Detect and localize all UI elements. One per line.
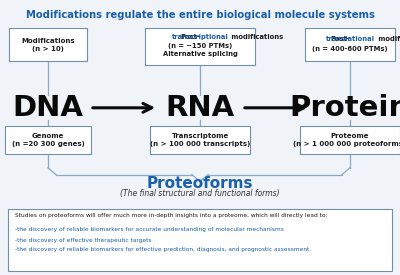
Text: Protein: Protein [290,94,400,122]
Text: Alternative splicing: Alternative splicing [163,51,237,57]
Text: -the discovery of reliable biomarkers for effective prediction, diagnosis, and p: -the discovery of reliable biomarkers fo… [15,247,311,252]
FancyBboxPatch shape [150,126,250,154]
Text: Proteome
(n > 1 000 000 proteoforms): Proteome (n > 1 000 000 proteoforms) [294,133,400,147]
Text: Modifications
(n > 10): Modifications (n > 10) [21,38,75,51]
FancyBboxPatch shape [8,209,392,271]
FancyBboxPatch shape [5,126,91,154]
Text: DNA: DNA [12,94,84,122]
FancyBboxPatch shape [9,28,87,61]
Text: (The final structural and functional forms): (The final structural and functional for… [120,189,280,198]
Text: modifications: modifications [376,36,400,42]
Text: -the discovery of effective therapeutic targets: -the discovery of effective therapeutic … [15,238,152,243]
Text: Transcriptome
(n > 100 000 transcripts): Transcriptome (n > 100 000 transcripts) [150,133,250,147]
Text: Studies on proteoforms will offer much more in-depth insights into a proteome, w: Studies on proteoforms will offer much m… [15,213,328,218]
Text: Proteoforms: Proteoforms [147,176,253,191]
FancyBboxPatch shape [145,28,255,65]
Text: Modifications regulate the entire biological molecule systems: Modifications regulate the entire biolog… [26,10,374,20]
Text: Post-: Post- [180,34,200,40]
FancyBboxPatch shape [300,126,400,154]
Text: Post-: Post- [330,36,350,42]
Text: transcriptional: transcriptional [172,34,228,40]
Text: RNA: RNA [166,94,234,122]
Text: modifications: modifications [229,34,283,40]
Text: (n = ~150 PTMs): (n = ~150 PTMs) [168,43,232,49]
Text: -the discovery of reliable biomarkers for accurate understanding of molecular me: -the discovery of reliable biomarkers fo… [15,227,284,232]
Text: Genome
(n =20 300 genes): Genome (n =20 300 genes) [12,133,84,147]
Text: (n = 400-600 PTMs): (n = 400-600 PTMs) [312,46,388,53]
Text: translational: translational [326,36,374,42]
FancyBboxPatch shape [305,28,395,61]
